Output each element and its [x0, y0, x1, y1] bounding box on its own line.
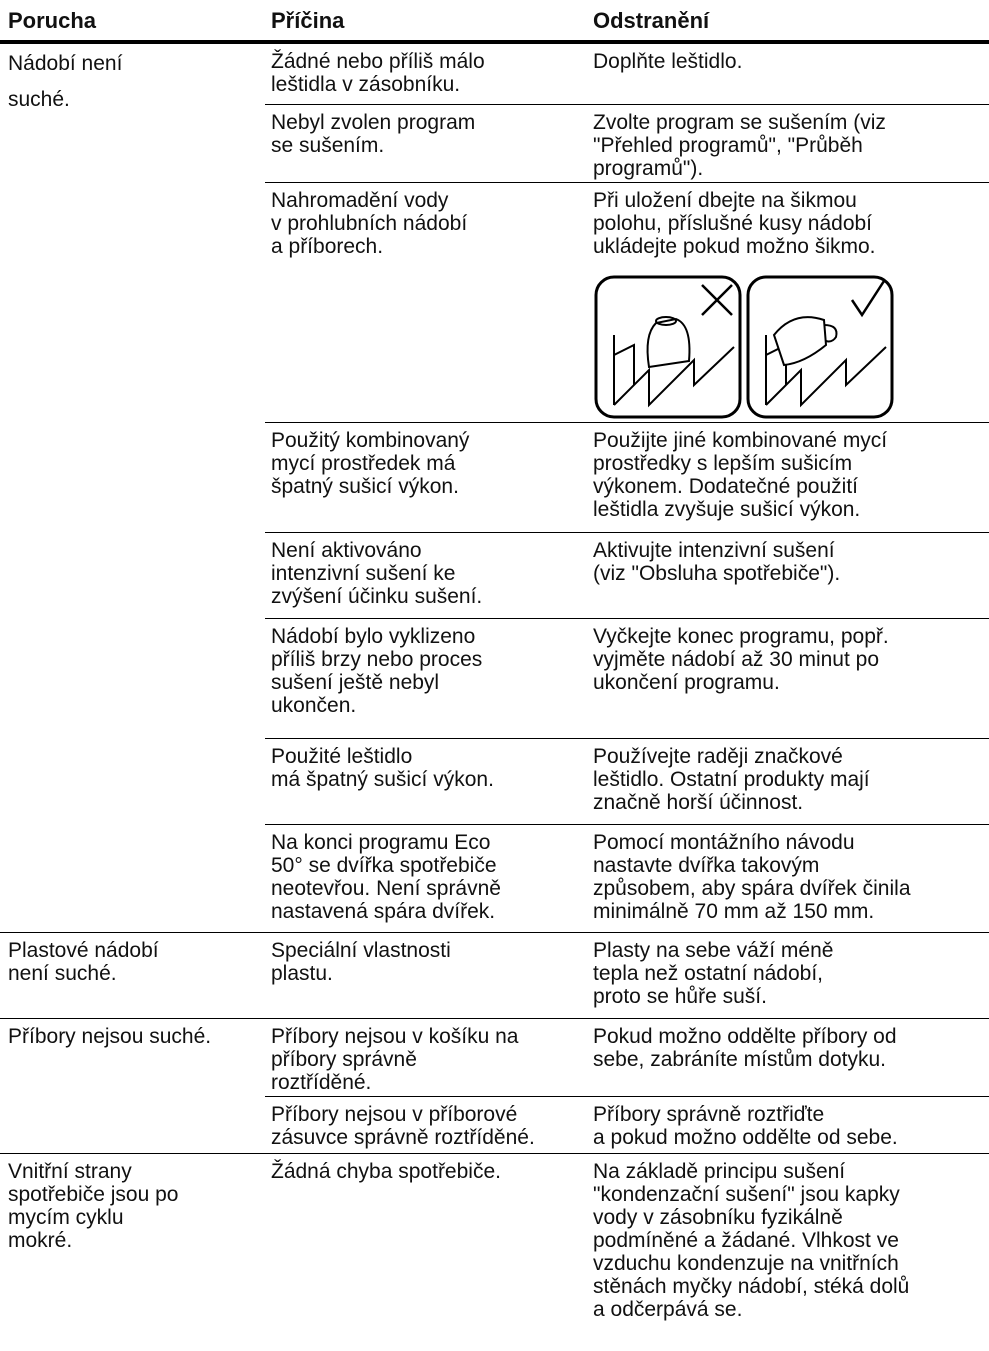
fault-cell: Vnitřní strany spotřebiče jsou po mycím … [0, 1152, 265, 1321]
cause-cell: Nahromadění vody v prohlubních nádobí a … [265, 181, 587, 422]
table-row: Nebyl zvolen program se sušením. Zvolte p… [0, 103, 989, 182]
table-row: Příbory nejsou v příborové zásuvce správ… [0, 1095, 989, 1153]
remedy-cell: Plasty na sebe váží méně tepla než ostat… [587, 931, 989, 1018]
table-row: Nádobí bylo vyklizeno příliš brzy nebo p… [0, 617, 989, 738]
header-row: Porucha Příčina Odstranění [0, 0, 989, 44]
cause-cell: Použitý kombinovaný mycí prostředek má š… [265, 421, 587, 532]
header-cell: Příčina [265, 0, 587, 44]
table-row: Použité leštidlo má špatný sušicí výkon.… [0, 737, 989, 824]
header-cell: Odstranění [587, 0, 989, 44]
table-body: Nádobí není suché. Žádné nebo příliš málo… [0, 42, 989, 1321]
cause-cell: Není aktivováno intenzivní sušení ke zvý… [265, 531, 587, 618]
fault-cell: Nádobí není suché. [8, 52, 123, 111]
remedy-cell: Pomocí montážního návodu nastavte dvířka… [587, 823, 989, 932]
header-cell: Porucha [0, 0, 265, 44]
remedy-cell: Aktivujte intenzivní sušení (viz "Obsluh… [587, 531, 989, 618]
table-row: Plastové nádobí není suché. Speciální vla… [0, 931, 989, 1018]
cause-cell: Použité leštidlo má špatný sušicí výkon. [265, 737, 587, 824]
remedy-cell: Použijte jiné kombinované mycí prostředk… [587, 421, 989, 532]
table-row: Vnitřní strany spotřebiče jsou po mycím … [0, 1152, 989, 1321]
cause-cell: Nebyl zvolen program se sušením. [265, 103, 587, 182]
fault-cell: Příbory nejsou suché. [0, 1017, 265, 1153]
table-row: Použitý kombinovaný mycí prostředek má š… [0, 421, 989, 532]
troubleshooting-table: Porucha Příčina Odstranění Nádobí není s… [0, 0, 989, 1321]
cause-cell: Speciální vlastnosti plastu. [265, 931, 587, 1018]
cause-cell: Příbory nejsou v příborové zásuvce správ… [265, 1095, 587, 1153]
remedy-cell: Používejte raději značkové leštidlo. Ost… [587, 737, 989, 824]
illustration [594, 275, 894, 419]
cause-cell: Žádná chyba spotřebiče. [265, 1152, 587, 1321]
remedy-cell: Příbory správně roztřiďte a pokud možno … [587, 1095, 989, 1153]
cause-cell: Nádobí bylo vyklizeno příliš brzy nebo p… [265, 617, 587, 738]
table-row: Příbory nejsou suché. Příbory nejsou v ko… [0, 1017, 989, 1153]
table-header: Porucha Příčina Odstranění [0, 0, 989, 44]
remedy-cell: Pokud možno oddělte příbory od sebe, zab… [587, 1017, 989, 1096]
fault-cell: Plastové nádobí není suché. [0, 931, 265, 1018]
table-row: Není aktivováno intenzivní sušení ke zvý… [0, 531, 989, 618]
table-row: Nádobí není suché. Žádné nebo příliš málo… [0, 42, 989, 111]
cause-cell: Žádné nebo příliš málo leštidla v zásobn… [271, 50, 485, 96]
remedy-cell: Zvolte program se sušením (viz "Přehled … [587, 103, 989, 182]
remedy-cell: Doplňte leštidlo. [593, 50, 743, 73]
remedy-cell: Vyčkejte konec programu, popř. vyjměte n… [587, 617, 989, 738]
table-row: Na konci programu Eco 50° se dvířka spot… [0, 823, 989, 932]
remedy-cell: Na základě principu sušení "kondenzační … [587, 1152, 989, 1321]
cause-cell: Příbory nejsou v košíku na příbory správ… [265, 1017, 587, 1096]
cause-cell: Na konci programu Eco 50° se dvířka spot… [265, 823, 587, 932]
